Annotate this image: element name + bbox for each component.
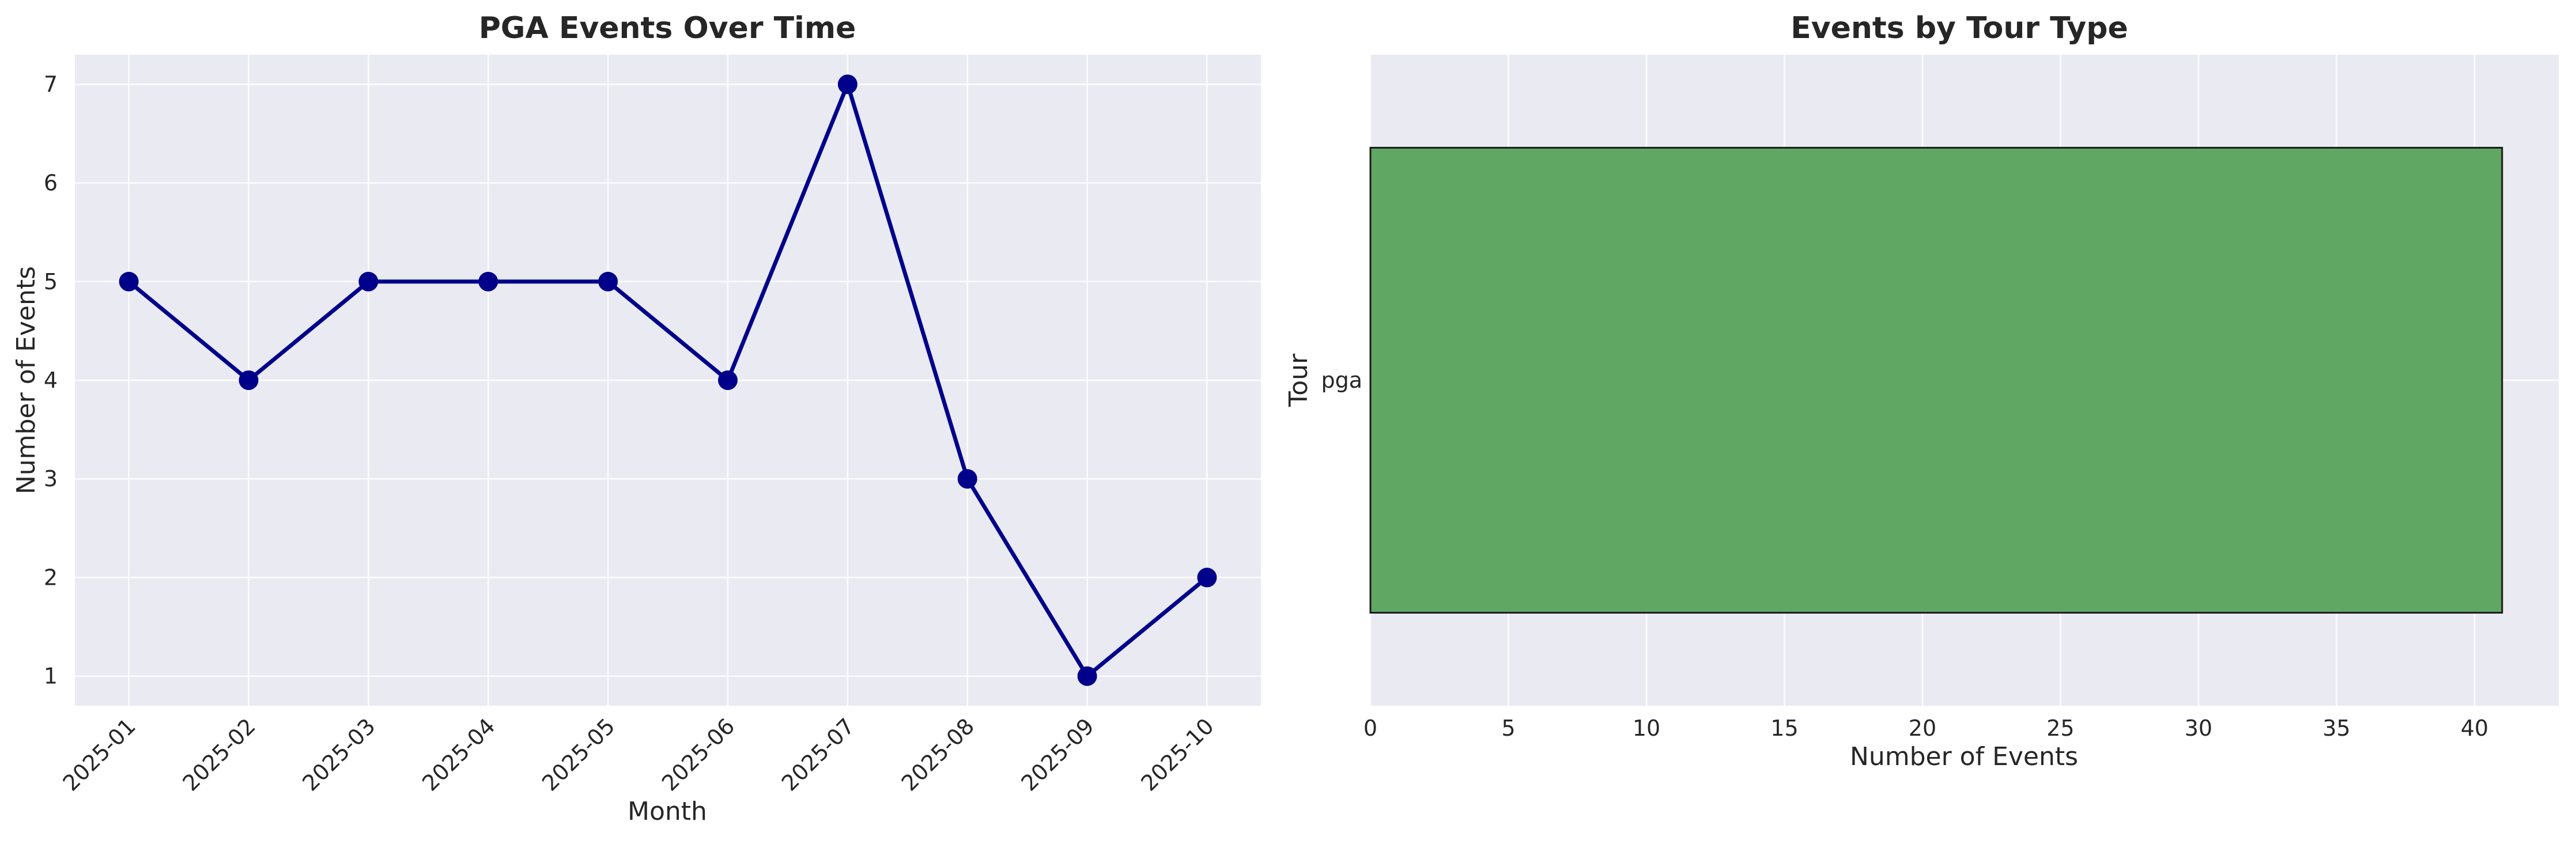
line-data-point bbox=[239, 370, 259, 390]
bar-x-tick-label: 20 bbox=[1909, 716, 1936, 741]
line-chart-grid bbox=[75, 55, 1261, 706]
line-y-tick-label: 7 bbox=[44, 71, 58, 97]
line-y-tick-label: 4 bbox=[44, 368, 58, 393]
line-chart-y-axis-title: Number of Events bbox=[12, 266, 41, 494]
bar-x-tick-label: 30 bbox=[2185, 716, 2212, 741]
line-x-tick-label: 2025-07 bbox=[777, 713, 859, 796]
bar-y-tick-label: pga bbox=[1321, 368, 1362, 393]
line-chart-title: PGA Events Over Time bbox=[479, 11, 856, 46]
line-data-point bbox=[1077, 666, 1097, 686]
line-x-tick-label: 2025-02 bbox=[177, 713, 260, 796]
line-data-point bbox=[957, 469, 977, 489]
line-x-tick-label: 2025-01 bbox=[58, 713, 141, 796]
bar-x-tick-label: 5 bbox=[1501, 716, 1515, 741]
bar-chart: Events by Tour Type 0 5 10 15 20 25 30 35 40 pga… bbox=[1284, 11, 2559, 771]
line-data-point bbox=[358, 271, 379, 292]
line-y-tick-label: 1 bbox=[44, 664, 58, 689]
line-series bbox=[127, 82, 1208, 679]
line-chart-x-axis-title: Month bbox=[628, 797, 707, 826]
line-y-tick-label: 6 bbox=[44, 171, 58, 196]
line-data-point bbox=[478, 271, 498, 292]
line-y-tick-label: 2 bbox=[44, 565, 58, 590]
line-y-tick-label: 3 bbox=[44, 466, 58, 491]
bar-chart-y-ticks: pga bbox=[1321, 368, 1362, 393]
bar-x-tick-label: 25 bbox=[2046, 716, 2074, 741]
line-x-tick-label: 2025-10 bbox=[1136, 713, 1218, 796]
bar-chart-y-axis-title: Tour bbox=[1284, 353, 1313, 407]
bar-x-tick-label: 40 bbox=[2461, 716, 2488, 741]
line-data-point bbox=[837, 74, 858, 94]
line-chart-x-ticks: 2025-01 2025-02 2025-03 2025-04 2025-05 2025-… bbox=[58, 713, 1219, 796]
line-x-tick-label: 2025-09 bbox=[1017, 713, 1099, 796]
line-x-tick-label: 2025-05 bbox=[537, 713, 620, 796]
line-series-points bbox=[119, 74, 1217, 686]
bar-pga bbox=[1369, 146, 2503, 614]
line-data-point bbox=[717, 370, 738, 390]
line-chart-y-ticks: 1 2 3 4 5 6 7 bbox=[44, 71, 58, 688]
line-data-point bbox=[598, 271, 618, 292]
line-y-tick-label: 5 bbox=[44, 269, 58, 294]
line-x-tick-label: 2025-08 bbox=[897, 713, 979, 796]
bar-x-tick-label: 15 bbox=[1770, 716, 1798, 741]
bar-chart-x-axis-title: Number of Events bbox=[1850, 742, 2078, 771]
line-x-tick-label: 2025-03 bbox=[297, 713, 380, 796]
line-data-point bbox=[1197, 567, 1217, 588]
bar-chart-title: Events by Tour Type bbox=[1791, 11, 2128, 46]
bar-chart-bars bbox=[1369, 146, 2503, 614]
line-data-point bbox=[119, 271, 139, 292]
bar-chart-x-ticks: 0 5 10 15 20 25 30 35 40 bbox=[1363, 716, 2488, 741]
bar-x-tick-label: 0 bbox=[1363, 716, 1377, 741]
line-x-tick-label: 2025-04 bbox=[417, 713, 500, 796]
bar-x-tick-label: 35 bbox=[2322, 716, 2350, 741]
bar-x-tick-label: 10 bbox=[1633, 716, 1660, 741]
line-x-tick-label: 2025-06 bbox=[657, 713, 739, 796]
